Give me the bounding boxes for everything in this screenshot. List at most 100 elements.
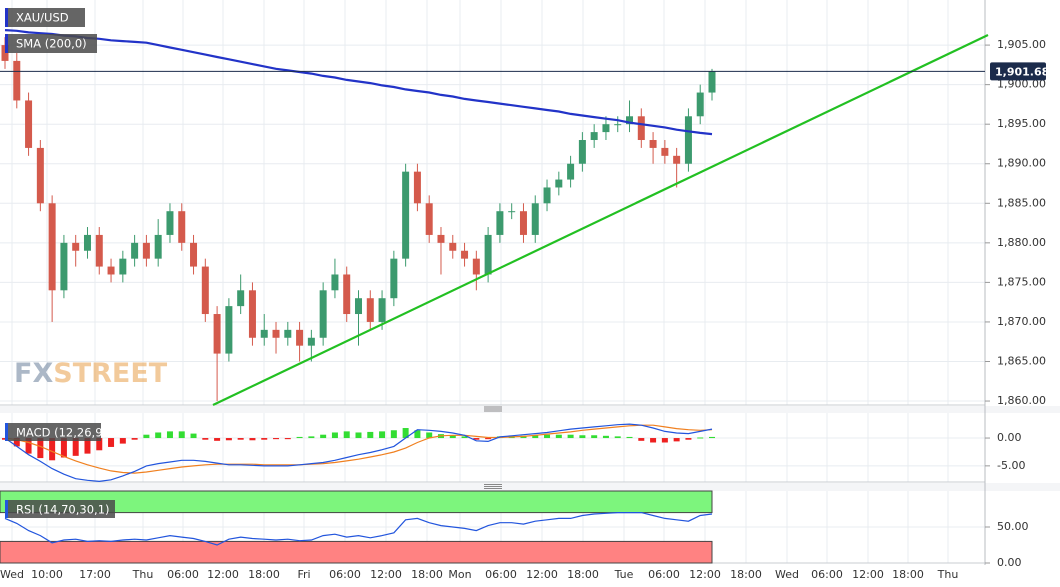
x-tick-label: Thu (132, 568, 154, 581)
macd-bar (650, 438, 657, 443)
candle-body (343, 274, 351, 315)
candle-body (355, 298, 362, 315)
signal-line (4, 424, 713, 474)
trend-line (212, 34, 989, 406)
candle-body (366, 298, 374, 322)
candle-body (614, 124, 622, 126)
macd-bar (273, 438, 280, 440)
x-tick-label: 18:00 (248, 568, 280, 581)
candle-body (248, 290, 256, 338)
candle-body (178, 211, 186, 243)
candle-body (602, 124, 610, 133)
x-tick-label: 18:00 (567, 568, 599, 581)
watermark-fx: FX (14, 358, 53, 389)
candle-body (319, 290, 327, 338)
x-tick-label: Fri (297, 568, 310, 581)
candle-body (696, 92, 704, 117)
macd-bar (591, 435, 598, 439)
macd-bar (190, 433, 197, 439)
candle-body (555, 179, 563, 188)
legend-box (5, 8, 85, 27)
x-tick-label: Thu (937, 568, 959, 581)
x-tick-label: Wed (775, 568, 799, 581)
legend-marker (5, 8, 8, 27)
candle-body (13, 60, 21, 101)
macd-bar (296, 436, 303, 439)
watermark-street: STREET (53, 358, 168, 389)
oversold-band (0, 540, 713, 564)
candle-body (48, 203, 56, 291)
candle-body (578, 140, 586, 164)
candle-body (684, 116, 692, 164)
candle-body (72, 242, 80, 251)
candle-body (213, 314, 221, 354)
macd-bar (308, 436, 315, 439)
macd-bar (166, 431, 173, 439)
macd-bar (84, 438, 91, 454)
last-price-label: 1,901.68 (995, 65, 1049, 78)
x-tick-label: 18:00 (411, 568, 443, 581)
candle-body (154, 234, 162, 259)
macd-bar (426, 432, 433, 439)
macd-bar (414, 430, 421, 439)
candle-body (449, 242, 457, 251)
macd-bar (37, 438, 44, 459)
macd-bar (202, 438, 209, 440)
x-tick-label: 12:00 (370, 568, 402, 581)
macd-bar (697, 437, 704, 439)
candle-body (260, 329, 268, 338)
x-tick-label: 12:00 (207, 568, 239, 581)
candle-body (437, 234, 445, 243)
y-tick-label: 0.00 (997, 431, 1022, 444)
macd-bar (261, 438, 268, 440)
legend-label: XAU/USD (16, 11, 69, 25)
separator (0, 406, 1060, 413)
y-tick-label: -5.00 (997, 459, 1025, 472)
macd-bar (555, 434, 562, 439)
candle-body (60, 242, 68, 291)
x-tick-label: Tue (614, 568, 634, 581)
candle-body (131, 242, 139, 259)
macd-bar (72, 438, 79, 456)
macd-bar (579, 435, 586, 439)
macd-bar (367, 431, 374, 439)
y-tick-label: 1,900.00 (997, 78, 1046, 91)
candle-body (296, 329, 304, 346)
y-tick-label: 1,880.00 (997, 236, 1046, 249)
legend-marker (5, 500, 8, 518)
y-tick-label: 1,870.00 (997, 315, 1046, 328)
legend-label: SMA (200,0) (16, 37, 87, 51)
macd-bar (60, 438, 67, 458)
candle-body (496, 211, 504, 235)
candle-body (402, 171, 410, 259)
macd-bar (284, 438, 291, 440)
macd-bar (331, 432, 338, 439)
macd-bar (225, 438, 232, 441)
macd-bar (544, 434, 551, 439)
macd-bar (661, 438, 668, 443)
last-price-box (990, 62, 1046, 81)
macd-bar (449, 435, 456, 439)
x-tick-label: 18:00 (892, 568, 924, 581)
macd-bar (673, 438, 680, 442)
y-tick-label: 1,885.00 (997, 196, 1046, 209)
y-tick-label: 1,905.00 (997, 38, 1046, 51)
grid (0, 0, 985, 564)
x-tick-label: Mon (448, 568, 471, 581)
candle-body (201, 266, 209, 315)
x-tick-label: 06:00 (648, 568, 680, 581)
x-tick-label: 10:00 (31, 568, 63, 581)
candle-body (83, 234, 91, 251)
macd-bar (214, 438, 221, 441)
candle-body (390, 258, 398, 299)
candle-body (95, 234, 103, 267)
candle-body (508, 211, 516, 213)
macd-bar (709, 436, 715, 439)
macd-line (4, 423, 713, 483)
candle-body (307, 337, 315, 346)
macd-bar (119, 438, 126, 444)
candle-body (637, 116, 645, 141)
candle-body (284, 329, 292, 338)
candle-body (626, 116, 634, 125)
